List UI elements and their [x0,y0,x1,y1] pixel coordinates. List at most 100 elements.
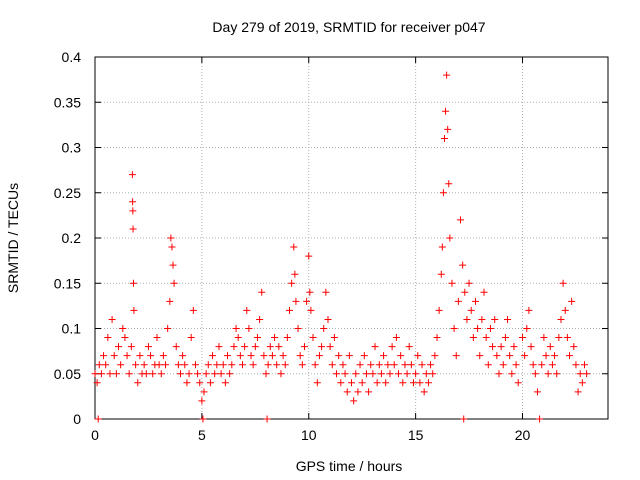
data-point [296,352,304,360]
data-point [531,370,539,378]
chart-title: Day 279 of 2019, SRMTID for receiver p04… [212,19,485,35]
data-point [337,379,345,387]
data-point [544,370,552,378]
data-point [258,288,266,296]
data-point [177,370,184,378]
y-tick-label: 0.35 [54,94,81,110]
data-point [367,361,375,369]
data-point [399,379,407,387]
data-point [166,297,174,305]
data-point [536,415,544,423]
data-point [514,379,522,387]
data-point [568,297,576,305]
data-point [377,370,385,378]
data-point [467,306,475,314]
data-point [155,361,163,369]
data-point [134,379,142,387]
data-point [167,234,175,242]
data-point [431,352,439,360]
data-point [356,361,364,369]
data-point [102,361,110,369]
data-point [401,361,409,369]
data-point [521,352,529,360]
data-point [123,352,131,360]
data-point [169,261,177,269]
data-point [307,306,315,314]
data-point [459,261,467,269]
data-point [435,306,443,314]
data-point [440,134,448,142]
data-point [183,379,191,387]
data-point [300,343,308,351]
data-point [144,343,152,351]
data-point [315,352,323,360]
data-point [486,325,494,332]
data-point [553,370,561,378]
data-point [292,297,300,305]
data-point [474,325,482,332]
data-point [461,288,469,296]
data-point [504,315,512,323]
data-point [202,370,210,378]
data-point [454,297,462,305]
data-point [189,306,197,314]
y-tick-label: 0 [73,411,81,427]
data-point [362,370,370,378]
data-point [262,370,270,378]
x-axis-label: GPS time / hours [296,458,403,474]
data-point [529,361,537,369]
data-point [213,361,221,369]
data-point [512,361,520,369]
data-point [129,207,137,215]
data-point [243,306,251,314]
data-point [125,370,133,378]
data-point [380,352,388,360]
data-point [275,343,283,351]
data-point [228,361,236,369]
data-point [226,370,234,378]
data-point [91,370,99,378]
x-tick-label: 5 [198,427,206,443]
data-point [94,415,102,423]
data-point [395,370,403,378]
data-point [219,361,227,369]
data-point [181,361,189,369]
data-point [561,306,569,314]
data-point [557,315,565,323]
data-point [551,352,559,360]
data-point [140,361,148,369]
data-point [112,370,120,378]
axis-ticks [94,56,608,420]
data-point [339,361,347,369]
data-point [403,370,411,378]
data-point [100,352,108,360]
data-point [583,370,591,378]
data-point [217,370,225,378]
data-point [128,171,136,179]
data-point [129,225,137,233]
data-point [260,352,268,360]
data-point [429,370,437,378]
data-point [390,361,398,369]
data-point [460,415,468,423]
data-point [121,334,129,342]
data-point [510,343,518,351]
data-point [309,334,317,342]
data-point [578,379,586,387]
data-point [566,352,574,360]
data-point [482,334,490,342]
data-point [540,334,548,342]
data-point [303,297,311,305]
data-point [343,388,351,396]
data-point [318,343,326,351]
data-point [506,352,514,360]
data-point [358,379,366,387]
data-point [311,361,319,369]
data-point [448,279,456,287]
data-point [215,343,223,351]
data-point [129,279,137,287]
data-point [442,107,450,115]
data-point [238,361,246,369]
data-point [294,325,302,332]
data-point [200,388,208,396]
